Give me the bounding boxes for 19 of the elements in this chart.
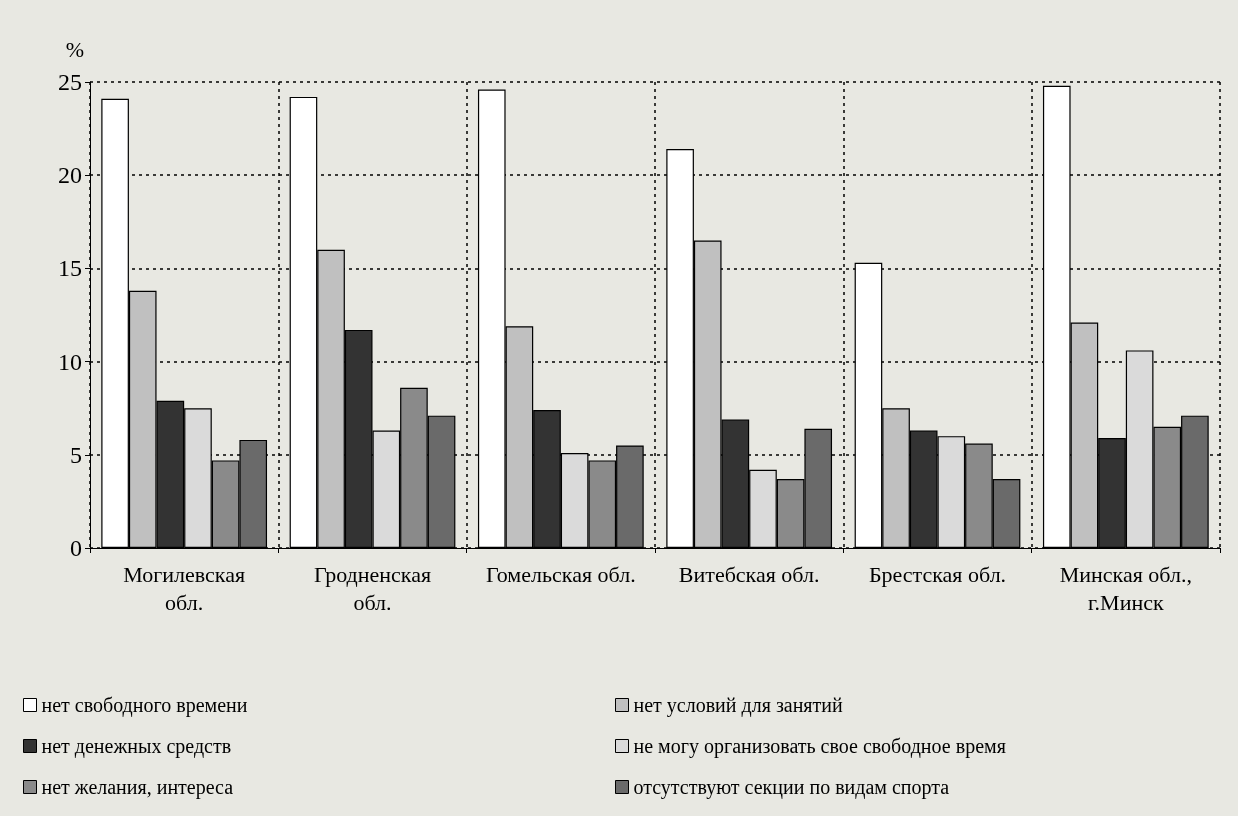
legend-label: нет условий для занятий [633,694,844,717]
y-tick-label: 25 [58,69,82,95]
y-tick-label: 15 [58,255,82,282]
x-tick-label: Брестская обл. [868,561,1007,587]
legend-label: нет свободного времени [41,694,248,717]
x-tick-label: Гомельская обл. [485,561,636,587]
y-tick-label: 0 [70,535,82,561]
x-tick-label: Могилевская обл. [123,561,246,615]
legend-label: нет желания, интереса [41,776,234,799]
legend-label: не могу организовать свое свободное время [633,735,1006,758]
x-tick-label: Минская обл., г.Минск [1059,561,1192,615]
y-tick-label: 10 [58,348,82,375]
x-tick-label: Гродненская обл. [313,561,432,615]
y-tick-label: 5 [70,441,82,468]
x-tick-label: Витебская обл. [678,561,820,587]
y-tick-label: 20 [58,162,82,189]
legend-label: нет денежных средств [41,735,232,758]
legend-label: отсутствуют секции по видам спорта [633,776,950,799]
y-axis-title: % [65,36,84,62]
